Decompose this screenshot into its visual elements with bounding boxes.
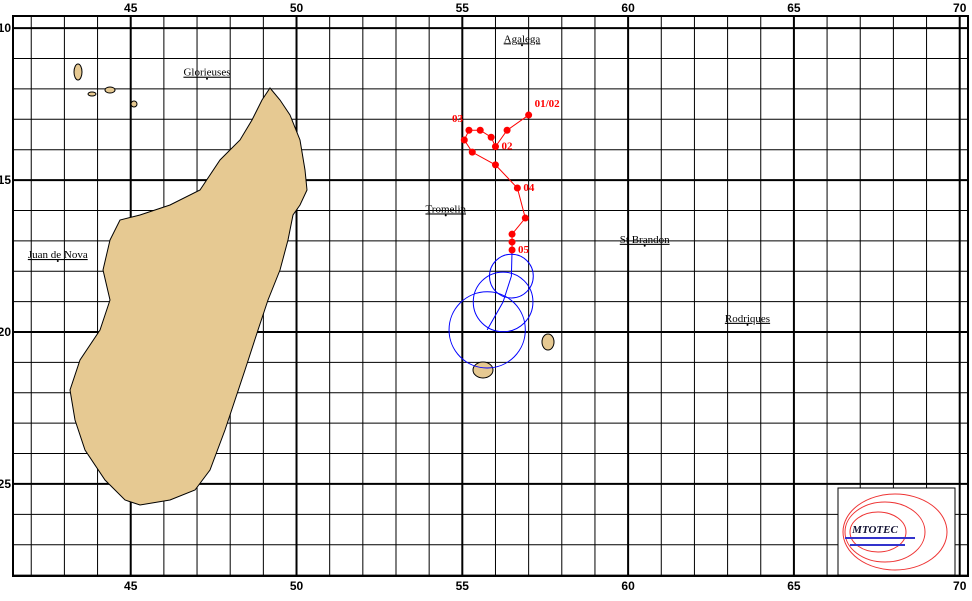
lon-tick-label: 45 [124, 579, 138, 593]
track-point [468, 148, 476, 156]
track-point [508, 246, 516, 254]
lat-tick-label: -10 [0, 21, 11, 35]
track-point [525, 111, 533, 119]
lon-tick-label: 50 [290, 1, 304, 15]
track-label: 03 [452, 113, 464, 125]
reunion [472, 361, 494, 379]
track-label: 01/02 [535, 98, 561, 110]
track-point [491, 143, 499, 151]
track-point [521, 214, 529, 222]
island [104, 86, 116, 94]
track-point [460, 136, 468, 144]
place-label: Rodriques [725, 313, 770, 325]
track-label: 02 [501, 141, 513, 153]
lon-tick-label: 65 [787, 579, 801, 593]
lon-tick-label: 70 [953, 1, 967, 15]
lat-tick-label: -20 [0, 325, 11, 339]
place-label: St Brandon [620, 234, 670, 246]
place-label: Agalega [504, 33, 541, 45]
track-point [465, 126, 473, 134]
track-point [508, 230, 516, 238]
island [73, 63, 83, 81]
forecast-circle [472, 271, 534, 333]
lon-tick-label: 60 [621, 579, 635, 593]
track-point [513, 184, 521, 192]
lon-tick-label: 55 [456, 1, 470, 15]
place-dot [205, 77, 208, 80]
madagascar [69, 87, 308, 506]
track-label: 05 [518, 244, 530, 256]
lon-tick-label: 60 [621, 1, 635, 15]
track-point [487, 133, 495, 141]
lon-tick-label: 45 [124, 1, 138, 15]
forecast-circle [489, 253, 534, 299]
place-dot [56, 260, 59, 263]
place-dot [521, 44, 524, 47]
place-dot [643, 244, 646, 247]
lon-tick-label: 65 [787, 1, 801, 15]
place-dot [746, 323, 749, 326]
track-point [491, 161, 499, 169]
forecast-line [486, 249, 513, 331]
logo: MTOTEC [837, 487, 956, 576]
island [130, 100, 138, 108]
forecast-circle [448, 291, 526, 369]
island [87, 91, 97, 97]
place-dot [444, 214, 447, 217]
mauritius [541, 333, 555, 351]
lat-tick-label: -15 [0, 173, 11, 187]
place-label: Juan de Nova [28, 249, 88, 261]
track-point [508, 238, 516, 246]
lon-tick-label: 50 [290, 579, 304, 593]
track-point [476, 126, 484, 134]
track-point [503, 126, 511, 134]
lat-tick-label: -25 [0, 477, 11, 491]
track-label: 04 [523, 182, 535, 194]
land [69, 63, 555, 506]
lon-tick-label: 55 [456, 579, 470, 593]
logo-text: MTOTEC [851, 524, 898, 536]
place-label: Glorieuses [183, 67, 230, 79]
lon-tick-label: 70 [953, 579, 967, 593]
place-label: Tromelin [425, 203, 466, 215]
